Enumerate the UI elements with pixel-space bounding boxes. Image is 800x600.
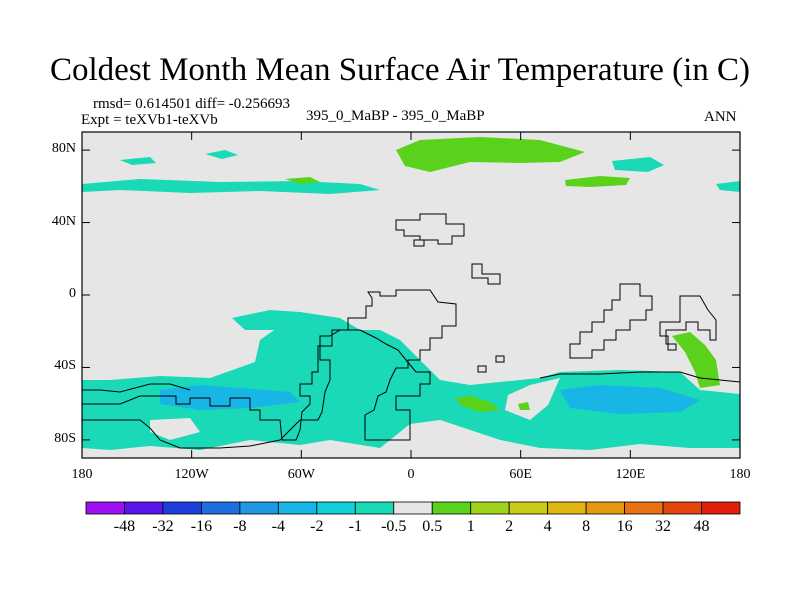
contour-neutral-antarctic xyxy=(410,420,560,458)
landmask-outline-south-band xyxy=(539,371,741,383)
colorbar-swatch xyxy=(393,501,433,515)
colorbar xyxy=(85,501,741,515)
colorbar-label: -1 xyxy=(348,518,362,535)
colorbar-label: 1 xyxy=(466,518,475,535)
landmask-outline-sw xyxy=(82,383,191,393)
colorbar-label: -2 xyxy=(310,518,324,535)
contour-pos-australia xyxy=(672,332,720,388)
expt-text: Expt = teXVb1-teXVb xyxy=(81,112,218,128)
plot-area xyxy=(81,131,741,459)
colorbar-swatch xyxy=(201,501,241,515)
landmask-outline-small3 xyxy=(477,365,487,373)
x-tick-label: 180 xyxy=(729,467,751,482)
contour-pos-south-atlantic2 xyxy=(518,402,530,410)
colorbar-swatch xyxy=(85,501,125,515)
colorbar-swatch xyxy=(162,501,202,515)
colorbar-swatch xyxy=(701,501,741,515)
colorbar-label: -4 xyxy=(271,518,285,535)
landmask-outline-small4 xyxy=(413,239,425,247)
landmask-outline-small1 xyxy=(471,263,501,285)
contour-pos-south-atlantic xyxy=(455,396,500,412)
contour-pos-north-band xyxy=(565,176,630,187)
contour-neg-north-small xyxy=(205,150,238,159)
x-tick-label: 60W xyxy=(287,467,315,482)
colorbar-label: 4 xyxy=(543,518,552,535)
colorbar-label: -8 xyxy=(233,518,247,535)
contour-neg-west-pacific xyxy=(232,310,330,335)
colorbar-swatch xyxy=(431,501,472,515)
y-tick-label: 80S xyxy=(54,430,76,446)
y-tick-label: 80N xyxy=(51,141,76,157)
x-tick-label: 60E xyxy=(509,467,532,482)
colorbar-swatch xyxy=(662,501,702,515)
landmask-outline-north xyxy=(395,213,465,245)
y-tick-label: 0 xyxy=(69,286,76,301)
landmask-outline-center xyxy=(81,289,457,449)
x-tick-label: 180 xyxy=(71,467,93,482)
case-text: 395_0_MaBP - 395_0_MaBP xyxy=(306,108,485,124)
colorbar-swatch xyxy=(354,501,395,515)
colorbar-swatch xyxy=(547,501,587,515)
rmsd-diff-text: rmsd= 0.614501 diff= -0.256693 xyxy=(93,96,291,112)
axis-ticks xyxy=(81,132,741,458)
colorbar-swatch xyxy=(316,501,356,515)
y-tick-label: 40S xyxy=(54,358,76,374)
colorbar-swatch xyxy=(277,501,318,515)
landmask-outline-small2 xyxy=(495,355,505,363)
contour-neg-north-small2 xyxy=(120,157,156,165)
colorbar-label: 0.5 xyxy=(422,518,443,535)
colorbar-swatch xyxy=(470,501,510,515)
y-tick-label: 40N xyxy=(51,213,76,229)
contour-neg-north-band-east xyxy=(612,157,664,172)
contour-pos-north-band2 xyxy=(285,177,320,184)
colorbar-label: 16 xyxy=(616,518,633,535)
colorbar-swatch xyxy=(124,501,164,515)
colorbar-label: 32 xyxy=(655,518,672,535)
colorbar-swatch xyxy=(239,501,279,515)
colorbar-label: -32 xyxy=(152,518,174,535)
contour-neg-north-band-east2 xyxy=(716,181,740,192)
contour-neutral-south-atlantic xyxy=(505,378,560,420)
contour-neg-deep2 xyxy=(560,385,700,414)
contour-neutral-sp xyxy=(150,418,200,440)
landmask-outline-east xyxy=(569,283,653,359)
colorbar-swatch xyxy=(508,501,549,515)
contour-pos-arctic xyxy=(396,137,585,172)
season-text: ANN xyxy=(704,109,737,125)
chart-title: Coldest Month Mean Surface Air Temperatu… xyxy=(50,52,750,88)
x-tick-label: 120E xyxy=(615,467,646,482)
x-tick-label: 120W xyxy=(174,467,209,482)
colorbar-label: 48 xyxy=(693,518,710,535)
colorbar-label: 8 xyxy=(582,518,591,535)
landmask-outline-east2 xyxy=(659,295,717,351)
x-tick-label: 0 xyxy=(407,467,415,482)
colorbar-swatch xyxy=(624,501,664,515)
colorbar-label: -16 xyxy=(190,518,213,535)
contour-neg-south-ocean xyxy=(82,312,740,450)
colorbar-label: -48 xyxy=(113,518,136,535)
colorbar-swatch xyxy=(585,501,625,515)
colorbar-label: -0.5 xyxy=(381,518,407,535)
colorbar-label: 2 xyxy=(505,518,514,535)
